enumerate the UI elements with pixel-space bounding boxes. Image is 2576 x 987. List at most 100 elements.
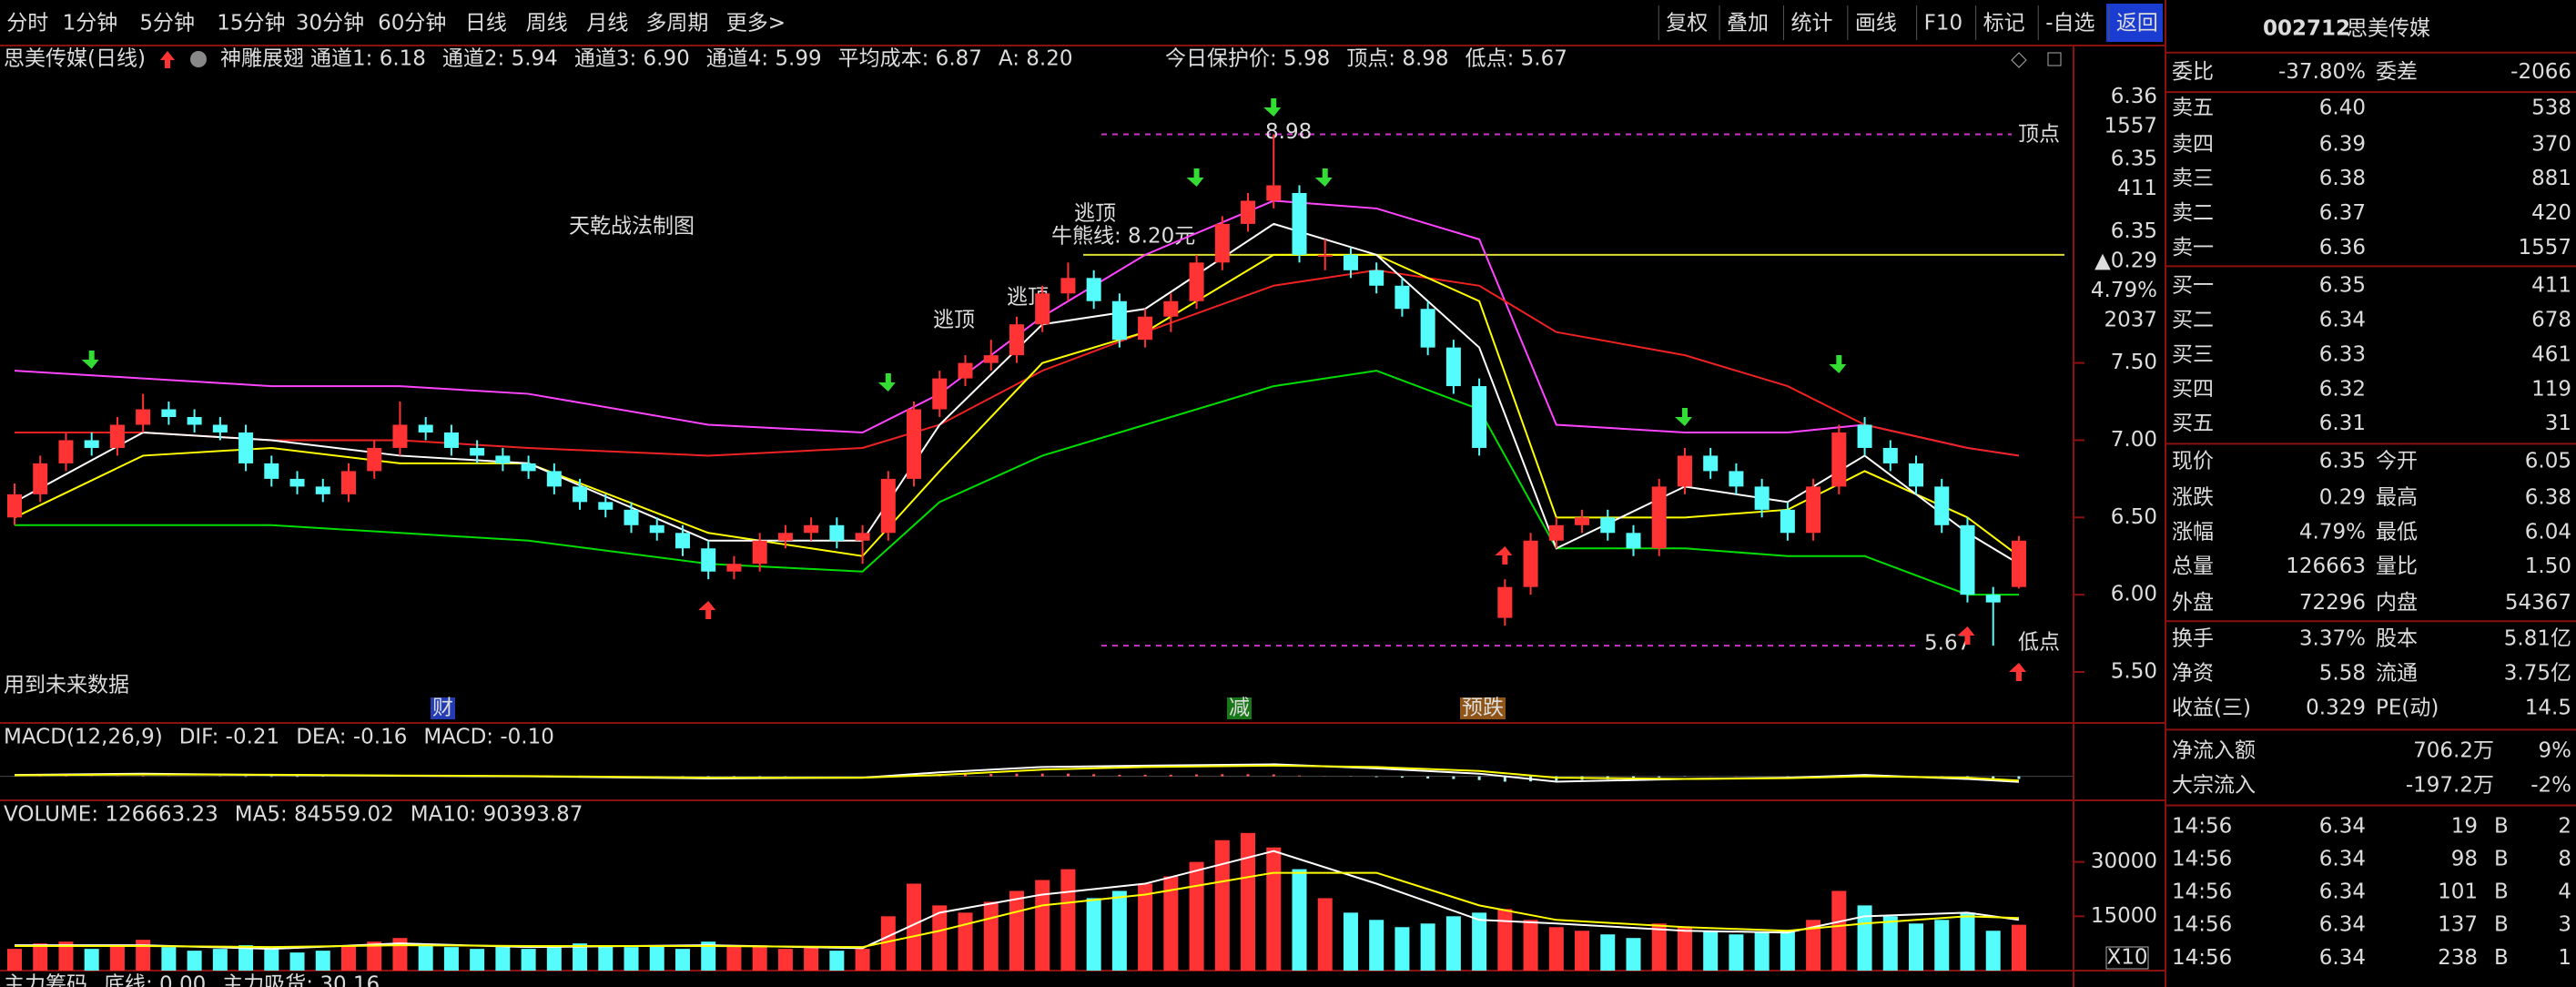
- trade-price: 6.34: [2319, 848, 2366, 871]
- volume-bar: [1472, 912, 1487, 971]
- trade-time: 14:56: [2172, 814, 2232, 838]
- period-tab[interactable]: 30分钟: [296, 12, 364, 36]
- volume-bar: [212, 949, 228, 971]
- candle-body: [598, 502, 614, 510]
- watermark: 天乾战法制图: [569, 215, 695, 239]
- quote-cell: 6.05: [2525, 450, 2571, 473]
- volume-bar: [1317, 898, 1333, 971]
- volume-bar: [7, 949, 22, 971]
- candle-body: [1445, 347, 1461, 387]
- quote-cell: 今开: [2376, 450, 2418, 473]
- candle-body: [1292, 192, 1307, 255]
- book-price: 6.31: [2319, 412, 2366, 435]
- volume-bar: [1703, 931, 1719, 971]
- book-volume: 461: [2531, 342, 2571, 366]
- volume-bar: [340, 945, 356, 971]
- period-tab[interactable]: 分时: [6, 12, 48, 36]
- quote-cell: 54367: [2505, 591, 2571, 615]
- quote-cell: 3.37%: [2299, 627, 2366, 651]
- candle-body: [880, 478, 896, 534]
- candle-body: [1780, 509, 1795, 534]
- candle-body: [264, 463, 279, 479]
- volume-bar: [674, 949, 690, 971]
- quote-cell: 6.38: [2525, 485, 2571, 509]
- candle-body: [855, 533, 870, 541]
- volume-bar: [726, 947, 742, 971]
- bull-bear-label: 牛熊线: 8.20元: [1051, 225, 1195, 249]
- top-point-label: 8.98: [1265, 120, 1312, 144]
- legend-item: 顶点: 8.98: [1346, 47, 1448, 71]
- back-button-bg: [2106, 4, 2163, 42]
- tool-button[interactable]: F10: [1924, 12, 1963, 36]
- period-tab[interactable]: 15分钟: [217, 12, 285, 36]
- flow-cell: 大宗流入: [2172, 773, 2256, 797]
- stock-code: 002712: [2263, 17, 2350, 41]
- candle-body: [546, 471, 562, 487]
- volume-bar: [624, 947, 639, 971]
- event-bg: [1460, 697, 1506, 719]
- volume-bar: [804, 947, 819, 971]
- candle-body: [1111, 300, 1127, 341]
- flow-cell: 9%: [2539, 738, 2572, 762]
- book-label: 买二: [2172, 308, 2214, 331]
- tool-button[interactable]: 返回: [2116, 12, 2158, 36]
- volume-bar: [1960, 912, 1975, 971]
- candle-body: [932, 378, 948, 410]
- signal-label: 逃顶: [1074, 202, 1116, 226]
- book-label: 卖三: [2172, 167, 2214, 190]
- candle-body: [1138, 316, 1153, 341]
- volume-bar: [1420, 923, 1435, 971]
- legend-item: 主力吸货: 30.16: [222, 973, 380, 987]
- volume-bar: [289, 952, 305, 971]
- buy-arrow: [2008, 663, 2026, 681]
- flow-cell: 净流入额: [2172, 738, 2256, 762]
- trade-time: 14:56: [2172, 946, 2232, 970]
- volume-bar: [418, 945, 433, 971]
- period-tab[interactable]: 周线: [526, 12, 568, 36]
- volume-bar: [161, 947, 177, 971]
- tool-button[interactable]: 标记: [1983, 12, 2025, 36]
- candle-body: [1703, 455, 1719, 472]
- period-tab[interactable]: 多周期: [645, 12, 708, 36]
- candle-body: [1394, 285, 1410, 310]
- tool-button[interactable]: 统计: [1790, 12, 1832, 36]
- tool-button[interactable]: 叠加: [1727, 12, 1769, 36]
- book-price: 6.35: [2319, 274, 2366, 298]
- legend-item: MACD: -0.10: [423, 726, 554, 749]
- trade-volume: 101: [2438, 880, 2478, 904]
- book-label: 买一: [2172, 274, 2214, 298]
- legend-item: MACD(12,26,9): [4, 726, 163, 749]
- tool-button[interactable]: 复权: [1666, 12, 1708, 36]
- candle-body: [958, 362, 973, 379]
- candle-body: [1934, 486, 1950, 525]
- candle-body: [495, 455, 511, 463]
- candle-body: [1523, 540, 1538, 587]
- axis-info: 4.79%: [2091, 279, 2157, 302]
- y-tick-label: 7.50: [2111, 351, 2157, 374]
- book-volume: 119: [2531, 377, 2571, 401]
- volume-bar: [1909, 923, 1924, 971]
- quote-cell: -2066: [2510, 60, 2571, 84]
- tool-button[interactable]: 画线: [1855, 12, 1897, 36]
- sell-arrow: [1674, 408, 1692, 426]
- quote-cell: 流通: [2376, 662, 2418, 686]
- tool-button[interactable]: -自选: [2045, 12, 2094, 36]
- period-tab[interactable]: 1分钟: [63, 12, 118, 36]
- volume-bar: [1523, 920, 1538, 971]
- period-tab[interactable]: 日线: [465, 12, 507, 36]
- legend-item: DIF: -0.21: [179, 726, 280, 749]
- period-tab[interactable]: 60分钟: [378, 12, 446, 36]
- note: 用到未来数据: [4, 674, 129, 697]
- period-tab[interactable]: 月线: [586, 12, 628, 36]
- scale-label: X10: [2106, 946, 2147, 970]
- legend-item: 平均成本: 6.87: [838, 47, 982, 71]
- period-tab[interactable]: 5分钟: [139, 12, 195, 36]
- volume-bar: [1754, 932, 1770, 971]
- legend-item: 低点: 5.67: [1465, 47, 1567, 71]
- volume-bar: [1394, 927, 1410, 971]
- period-tab[interactable]: 更多>: [726, 12, 786, 36]
- book-volume: 420: [2531, 201, 2571, 225]
- frames: [0, 0, 2166, 987]
- candle-body: [367, 447, 382, 472]
- candle-body: [1060, 278, 1076, 294]
